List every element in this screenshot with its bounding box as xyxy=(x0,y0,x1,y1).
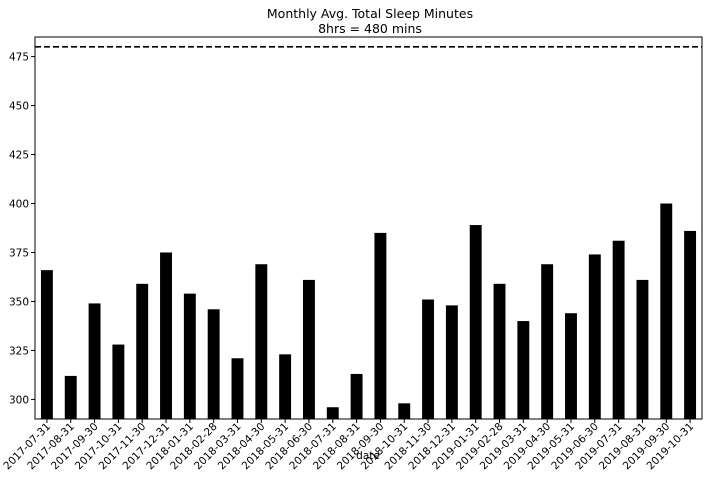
bar xyxy=(422,299,435,419)
x-axis-label: date xyxy=(356,450,380,462)
y-tick-label: 400 xyxy=(9,199,29,211)
bar xyxy=(255,264,268,419)
bar xyxy=(374,232,387,419)
bar xyxy=(565,313,577,419)
y-tick-label: 425 xyxy=(9,150,29,162)
bar xyxy=(183,293,196,419)
bar xyxy=(302,279,315,419)
y-tick-label: 350 xyxy=(9,296,29,308)
bar xyxy=(398,403,411,419)
chart-title: Monthly Avg. Total Sleep Minutes xyxy=(267,6,473,21)
bar xyxy=(160,252,172,419)
bar xyxy=(684,230,697,419)
y-tick-label: 450 xyxy=(9,101,29,113)
bar xyxy=(612,240,625,419)
bar xyxy=(588,254,601,419)
bar xyxy=(88,303,101,419)
bar xyxy=(445,305,458,419)
bar xyxy=(541,264,554,419)
bar xyxy=(517,321,530,419)
bar xyxy=(350,373,363,419)
bar xyxy=(207,309,220,419)
y-tick-label: 300 xyxy=(9,394,29,406)
bar xyxy=(64,375,77,419)
bar xyxy=(469,225,482,419)
y-tick-label: 375 xyxy=(9,247,29,259)
axes-frame xyxy=(34,36,703,420)
bar xyxy=(112,344,125,419)
bar xyxy=(136,283,149,419)
bar xyxy=(231,358,244,419)
y-tick-label: 475 xyxy=(9,52,29,64)
chart-subtitle: 8hrs = 480 mins xyxy=(318,21,422,36)
bar xyxy=(493,283,506,419)
y-tick-label: 325 xyxy=(9,345,29,357)
bar xyxy=(326,407,339,419)
bar xyxy=(40,270,53,419)
plot-area: 3003253503754004254504752017-07-312017-0… xyxy=(1,36,703,472)
bar xyxy=(636,279,649,419)
bar xyxy=(660,203,673,419)
bar xyxy=(279,354,292,419)
